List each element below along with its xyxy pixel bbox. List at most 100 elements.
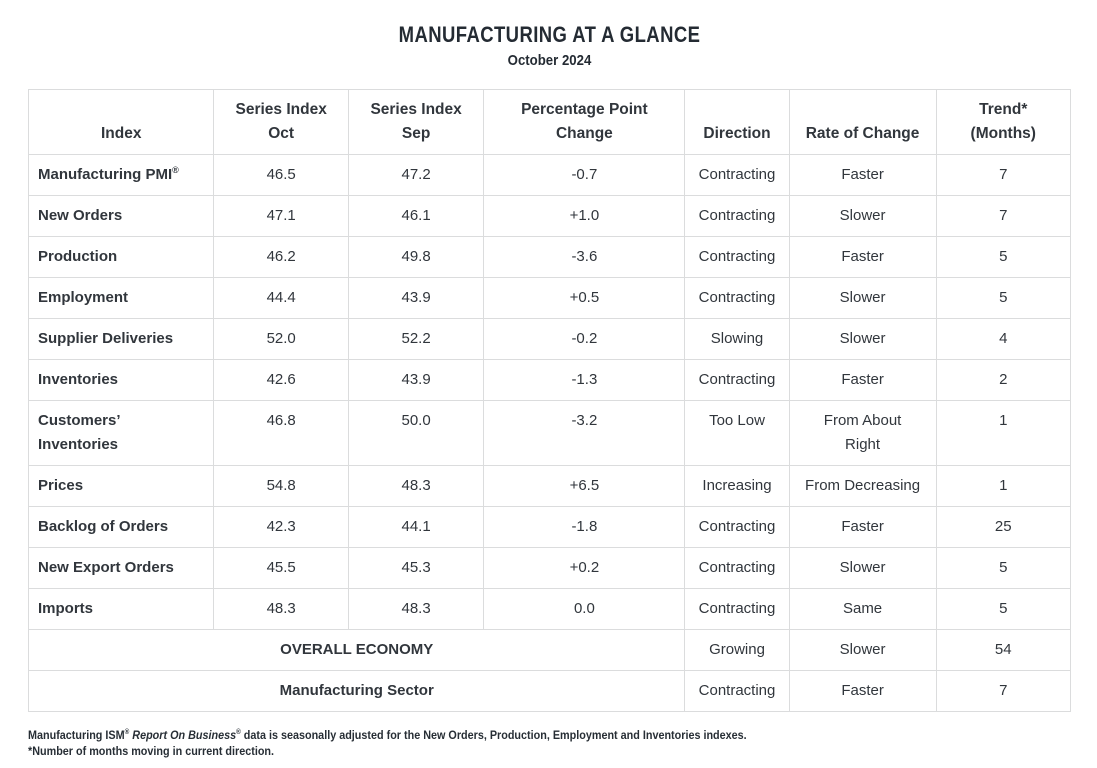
trend-cell: 5	[935, 277, 1072, 319]
page-subtitle: October 2024	[507, 52, 592, 69]
table-row-imports: Imports 48.3 48.3 0.0 Contracting Same 5	[27, 588, 1072, 630]
index-label-cell: New Orders	[27, 195, 215, 237]
change-cell: +0.5	[483, 277, 686, 319]
oct-cell: 52.0	[213, 318, 349, 360]
direction-cell: Contracting	[684, 670, 790, 712]
table-row-prices: Prices 54.8 48.3 +6.5 Increasing From Decreas…	[27, 465, 1072, 507]
rate-cell: Same	[788, 588, 937, 630]
direction-cell: Contracting	[684, 506, 790, 548]
column-header-rate-of-change: Rate of Change	[788, 89, 937, 155]
sep-cell: 50.0	[347, 400, 485, 466]
trend-cell: 5	[935, 588, 1072, 630]
rate-cell: Slower	[788, 277, 937, 319]
rate-cell: From Decreasing	[788, 465, 937, 507]
sep-cell: 45.3	[347, 547, 485, 589]
change-cell: +1.0	[483, 195, 686, 237]
sep-cell: 47.2	[347, 154, 485, 196]
direction-cell: Increasing	[684, 465, 790, 507]
index-label-cell: Inventories	[27, 359, 215, 401]
registered-trademark-symbol: ®	[124, 729, 130, 736]
change-cell: -0.2	[483, 318, 686, 360]
trend-cell: 2	[935, 359, 1072, 401]
summary-label-cell: Manufacturing Sector	[27, 670, 686, 712]
index-label: Manufacturing PMI	[38, 166, 173, 183]
index-label-cell: Manufacturing PMI®	[27, 154, 215, 196]
footnote-seasonal-adjustment: Manufacturing ISM® Report On Business® d…	[28, 727, 967, 743]
table-header: Index Series Index Oct Series Index Sep Per…	[27, 89, 1072, 155]
index-label-cell: Imports	[27, 588, 215, 630]
table-row-new-export-orders: New Export Orders 45.5 45.3 +0.2 Contracting…	[27, 547, 1072, 589]
column-header-percentage-point-change: Percentage Point Change	[483, 89, 686, 155]
index-label: Backlog of Orders	[38, 518, 169, 535]
oct-cell: 54.8	[213, 465, 349, 507]
footnote-text-segment: data is seasonally adjusted for the New …	[240, 728, 747, 742]
registered-trademark-symbol: ®	[172, 165, 179, 175]
summary-label-cell: OVERALL ECONOMY	[27, 629, 686, 671]
oct-cell: 42.6	[213, 359, 349, 401]
table-row-supplier-deliveries: Supplier Deliveries 52.0 52.2 -0.2 Slowing Sl…	[27, 318, 1072, 360]
index-label-cell: Customers’ Inventories	[27, 400, 215, 466]
sep-cell: 43.9	[347, 277, 485, 319]
change-cell: -1.8	[483, 506, 686, 548]
trend-cell: 5	[935, 236, 1072, 278]
index-label: New Orders	[38, 207, 123, 224]
trend-cell: 25	[935, 506, 1072, 548]
direction-cell: Contracting	[684, 277, 790, 319]
index-label: Employment	[38, 289, 129, 306]
footnotes: Manufacturing ISM® Report On Business® d…	[28, 727, 1071, 759]
trend-cell: 5	[935, 547, 1072, 589]
trend-cell: 7	[935, 670, 1072, 712]
index-label: Prices	[38, 477, 84, 494]
rate-cell: Slower	[788, 547, 937, 589]
table-header-row: Index Series Index Oct Series Index Sep Per…	[27, 89, 1072, 155]
column-header-series-index-oct: Series Index Oct	[213, 89, 349, 155]
table-body: Manufacturing PMI® 46.5 47.2 -0.7 Contractin…	[27, 154, 1072, 712]
change-cell: -1.3	[483, 359, 686, 401]
table-row-backlog-of-orders: Backlog of Orders 42.3 44.1 -1.8 Contracting…	[27, 506, 1072, 548]
change-cell: +6.5	[483, 465, 686, 507]
rate-cell: Faster	[788, 506, 937, 548]
direction-cell: Contracting	[684, 195, 790, 237]
sep-cell: 52.2	[347, 318, 485, 360]
manufacturing-at-a-glance-table: Index Series Index Oct Series Index Sep Per…	[27, 89, 1072, 712]
sep-cell: 46.1	[347, 195, 485, 237]
direction-cell: Contracting	[684, 154, 790, 196]
rate-cell: From About Right	[788, 400, 937, 466]
index-label-cell: Prices	[27, 465, 215, 507]
direction-cell: Contracting	[684, 359, 790, 401]
oct-cell: 46.2	[213, 236, 349, 278]
table-row-customers-inventories: Customers’ Inventories 46.8 50.0 -3.2 Too Lo…	[27, 400, 1072, 466]
table-row-manufacturing-pmi: Manufacturing PMI® 46.5 47.2 -0.7 Contractin…	[27, 154, 1072, 196]
column-header-index: Index	[27, 89, 215, 155]
column-header-series-index-sep: Series Index Sep	[347, 89, 485, 155]
direction-cell: Contracting	[684, 588, 790, 630]
rate-cell: Faster	[788, 359, 937, 401]
index-label-cell: Backlog of Orders	[27, 506, 215, 548]
change-cell: -3.6	[483, 236, 686, 278]
table-row-production: Production 46.2 49.8 -3.6 Contracting Faster 5	[27, 236, 1072, 278]
trend-cell: 54	[935, 629, 1072, 671]
index-label: New Export Orders	[38, 559, 174, 576]
rate-cell: Slower	[788, 318, 937, 360]
report-on-business-title: Report On Business	[132, 728, 237, 742]
sep-cell: 48.3	[347, 588, 485, 630]
trend-cell: 7	[935, 195, 1072, 237]
table-row-inventories: Inventories 42.6 43.9 -1.3 Contracting Faster…	[27, 359, 1072, 401]
sep-cell: 49.8	[347, 236, 485, 278]
rate-cell: Faster	[788, 236, 937, 278]
index-label: Production	[38, 248, 118, 265]
index-label-cell: Supplier Deliveries	[27, 318, 215, 360]
oct-cell: 48.3	[213, 588, 349, 630]
rate-cell: Slower	[788, 629, 937, 671]
rate-cell: Slower	[788, 195, 937, 237]
rate-cell: Faster	[788, 670, 937, 712]
index-label-cell: Production	[27, 236, 215, 278]
oct-cell: 42.3	[213, 506, 349, 548]
page-title: MANUFACTURING AT A GLANCE	[398, 22, 701, 47]
oct-cell: 44.4	[213, 277, 349, 319]
trend-cell: 1	[935, 465, 1072, 507]
trend-cell: 7	[935, 154, 1072, 196]
direction-cell: Growing	[684, 629, 790, 671]
column-header-direction: Direction	[684, 89, 790, 155]
